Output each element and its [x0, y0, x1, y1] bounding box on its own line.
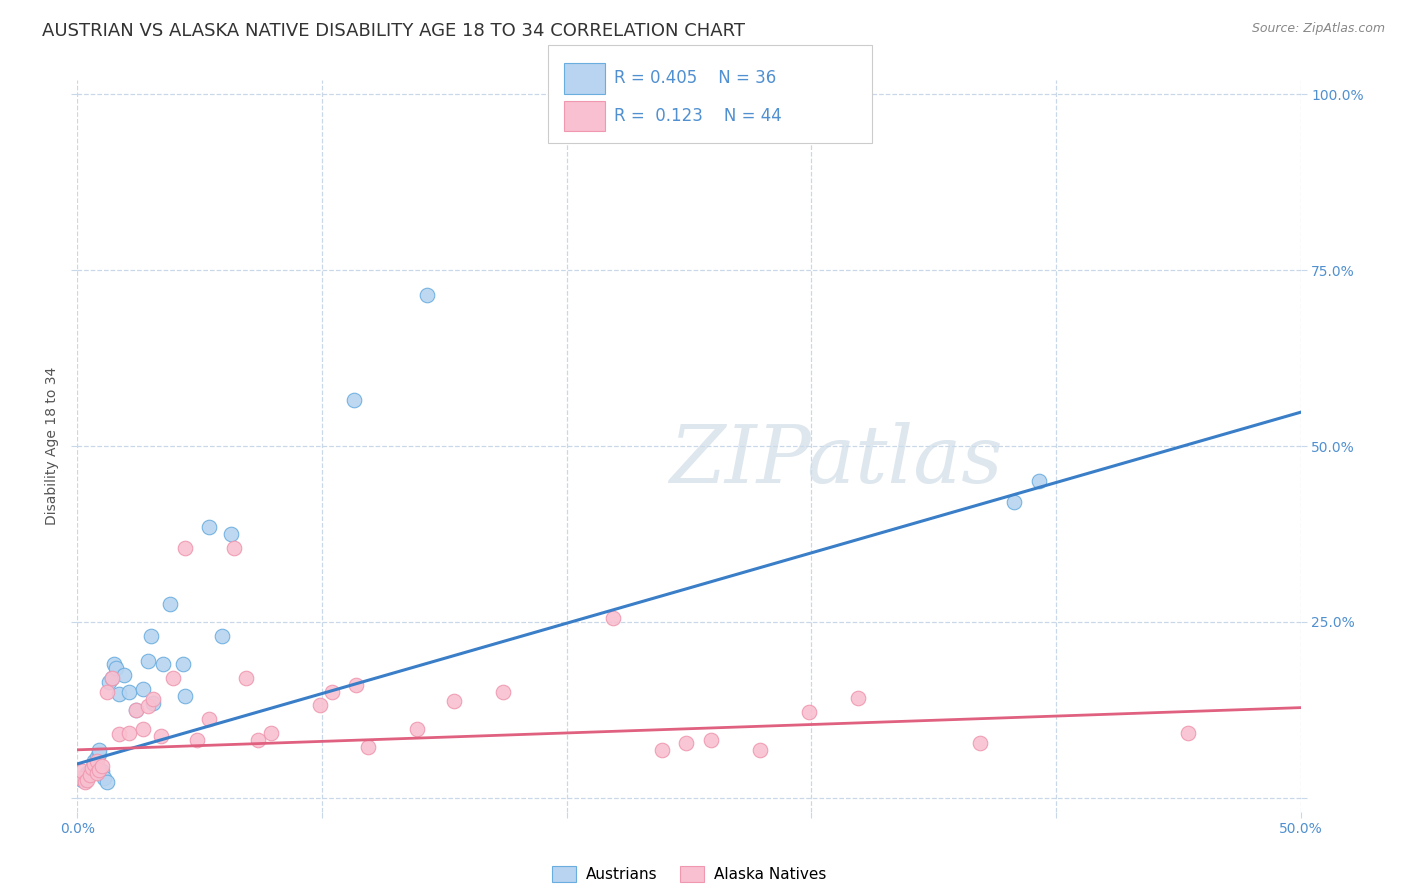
Point [70, 764, 93, 778]
Point [651, 743, 673, 757]
Point [100, 671, 122, 685]
Point [98, 674, 121, 689]
Point [80, 761, 103, 775]
Point [308, 698, 330, 712]
Point [675, 736, 697, 750]
Point [96, 775, 118, 789]
Point [86, 766, 108, 780]
Point [125, 703, 148, 717]
Point [172, 657, 194, 671]
Point [139, 629, 162, 643]
Point [406, 722, 429, 736]
Point [89, 763, 111, 777]
Point [125, 703, 148, 717]
Point [162, 671, 184, 685]
Text: R =  0.123    N = 44: R = 0.123 N = 44 [614, 107, 782, 125]
Point [108, 687, 131, 701]
Point [222, 541, 245, 555]
Point [79, 764, 101, 778]
Point [259, 726, 281, 740]
Point [80, 761, 103, 775]
Point [969, 736, 991, 750]
Point [132, 681, 155, 696]
Point [73, 775, 96, 789]
Point [846, 690, 869, 705]
Point [132, 722, 155, 736]
Point [142, 696, 165, 710]
Point [416, 287, 439, 301]
Point [90, 764, 112, 778]
Point [105, 660, 128, 674]
Point [1002, 495, 1025, 509]
Point [100, 671, 122, 685]
Point [108, 727, 131, 741]
Point [797, 705, 820, 719]
Point [112, 667, 135, 681]
Point [159, 597, 181, 611]
Legend: Austrians, Alaska Natives: Austrians, Alaska Natives [546, 860, 832, 888]
Point [142, 692, 165, 706]
Point [103, 657, 125, 671]
Point [247, 733, 270, 747]
Point [149, 729, 172, 743]
Point [443, 693, 465, 707]
Point [86, 749, 108, 764]
Point [186, 733, 208, 747]
Point [73, 770, 96, 784]
Point [89, 747, 111, 761]
Text: Source: ZipAtlas.com: Source: ZipAtlas.com [1251, 22, 1385, 36]
Point [221, 527, 243, 541]
Point [700, 733, 723, 747]
Point [235, 671, 257, 685]
Point [321, 685, 343, 699]
Point [343, 393, 366, 408]
Point [118, 685, 141, 699]
Point [79, 768, 101, 782]
Y-axis label: Disability Age 18 to 34: Disability Age 18 to 34 [45, 367, 59, 525]
Point [93, 771, 115, 785]
Point [1177, 726, 1199, 740]
Point [174, 689, 197, 703]
Point [152, 657, 174, 671]
Point [70, 773, 93, 788]
Point [86, 754, 108, 768]
Point [83, 754, 105, 768]
Point [136, 699, 159, 714]
Point [198, 520, 221, 534]
Point [96, 685, 118, 699]
Text: AUSTRIAN VS ALASKA NATIVE DISABILITY AGE 18 TO 34 CORRELATION CHART: AUSTRIAN VS ALASKA NATIVE DISABILITY AGE… [42, 22, 745, 40]
Point [211, 629, 233, 643]
Point [492, 685, 515, 699]
Point [118, 726, 141, 740]
Point [83, 756, 105, 771]
Point [83, 756, 105, 771]
Point [602, 611, 624, 625]
Point [69, 771, 91, 785]
Point [76, 766, 98, 780]
Point [357, 739, 380, 754]
Point [344, 678, 367, 692]
Point [1028, 474, 1050, 488]
Point [90, 759, 112, 773]
Point [174, 541, 197, 555]
Point [76, 773, 98, 788]
Point [198, 712, 221, 726]
Text: ZIPatlas: ZIPatlas [669, 422, 1002, 500]
Text: R = 0.405    N = 36: R = 0.405 N = 36 [614, 70, 776, 87]
Point [89, 743, 111, 757]
Point [136, 653, 159, 667]
Point [748, 743, 770, 757]
